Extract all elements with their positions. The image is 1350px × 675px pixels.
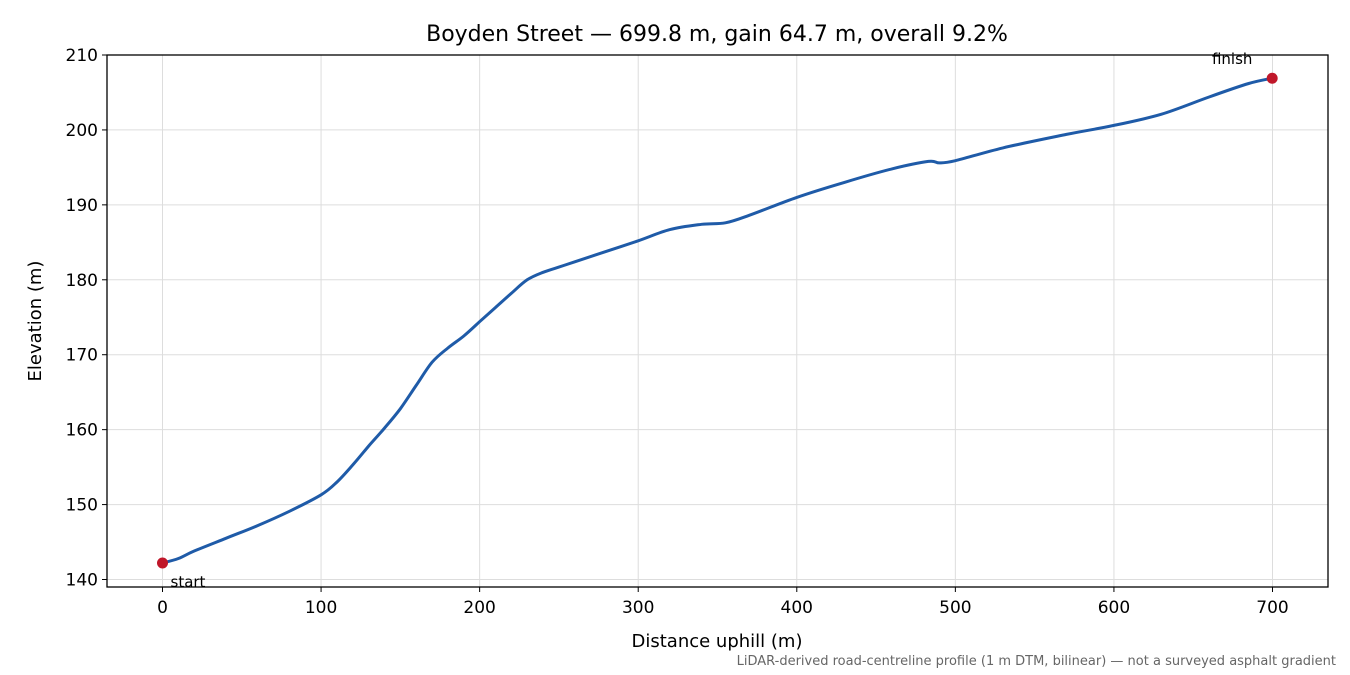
grid-lines — [107, 54, 1328, 587]
x-tick-label: 0 — [157, 598, 168, 618]
y-axis-label: Elevation (m) — [25, 261, 46, 382]
y-tick-label: 210 — [66, 46, 98, 66]
y-tick-label: 190 — [66, 196, 98, 216]
x-tick-label: 700 — [1256, 598, 1288, 618]
x-tick-label: 500 — [939, 598, 971, 618]
y-tick-label: 170 — [66, 346, 98, 366]
chart-title: Boyden Street — 699.8 m, gain 64.7 m, ov… — [426, 22, 1008, 47]
y-tick-label: 180 — [66, 271, 98, 291]
x-tick-label: 100 — [305, 598, 337, 618]
y-axis-ticks: 140 150 160 170 180 190 200 210 — [66, 46, 107, 591]
finish-label: finish — [1212, 50, 1252, 68]
x-tick-label: 300 — [622, 598, 654, 618]
footnote: LiDAR-derived road-centreline profile (1… — [737, 654, 1336, 669]
y-tick-label: 150 — [66, 496, 98, 516]
x-axis-ticks: 0 100 200 300 400 500 600 700 — [157, 587, 1289, 618]
start-marker — [157, 557, 168, 569]
y-tick-label: 160 — [66, 421, 98, 441]
x-tick-label: 200 — [463, 598, 495, 618]
x-tick-label: 600 — [1098, 598, 1130, 618]
finish-marker — [1266, 72, 1278, 84]
start-label: start — [171, 573, 206, 591]
x-tick-label: 400 — [781, 598, 813, 618]
plot-frame — [106, 54, 1329, 588]
x-axis-label: Distance uphill (m) — [632, 631, 803, 652]
y-tick-label: 140 — [66, 571, 98, 591]
y-tick-label: 200 — [66, 121, 98, 141]
elevation-profile-line — [161, 76, 1274, 565]
